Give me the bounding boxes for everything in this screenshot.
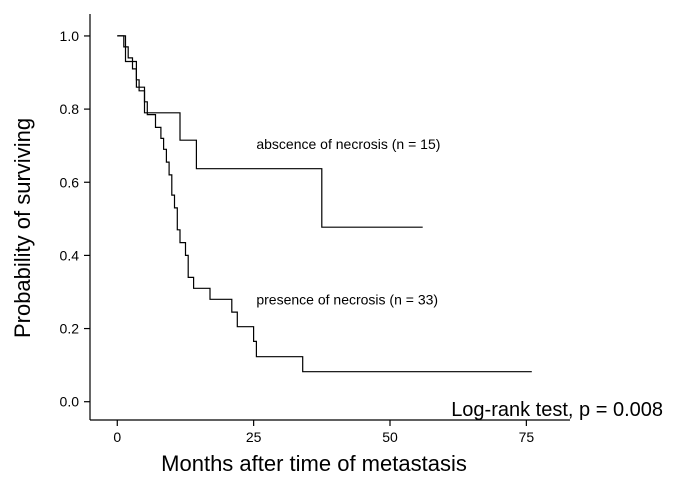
x-tick-label: 50 xyxy=(382,429,398,445)
y-tick-label: 0.2 xyxy=(60,321,80,337)
y-tick-label: 0.4 xyxy=(60,247,80,263)
log-rank-test-text: Log-rank test, p = 0.008 xyxy=(451,399,663,421)
x-axis-ticks: 0 25 50 75 xyxy=(113,420,534,445)
x-tick-label: 25 xyxy=(246,429,262,445)
axes: 0 25 50 75 0.0 0.2 0.4 0.6 0.8 1.0 xyxy=(60,14,570,445)
chart-labels: abscence of necrosis (n = 15) presence o… xyxy=(10,118,663,476)
survival-curve-presence-of-necrosis xyxy=(117,35,532,373)
survival-curves xyxy=(117,35,532,373)
annotation-presence-necrosis: presence of necrosis (n = 33) xyxy=(256,291,438,307)
y-tick-label: 0.6 xyxy=(60,174,80,190)
y-axis-title: Probability of surviving xyxy=(10,118,35,338)
survival-curve-absence-of-necrosis xyxy=(117,35,423,228)
x-axis-title: Months after time of metastasis xyxy=(161,451,467,476)
y-tick-label: 0.8 xyxy=(60,101,80,117)
x-tick-label: 0 xyxy=(113,429,121,445)
annotation-absence-necrosis: abscence of necrosis (n = 15) xyxy=(256,136,440,152)
y-axis-ticks: 0.0 0.2 0.4 0.6 0.8 1.0 xyxy=(60,28,90,410)
y-tick-label: 0.0 xyxy=(60,394,80,410)
x-tick-label: 75 xyxy=(519,429,535,445)
y-tick-label: 1.0 xyxy=(60,28,80,44)
